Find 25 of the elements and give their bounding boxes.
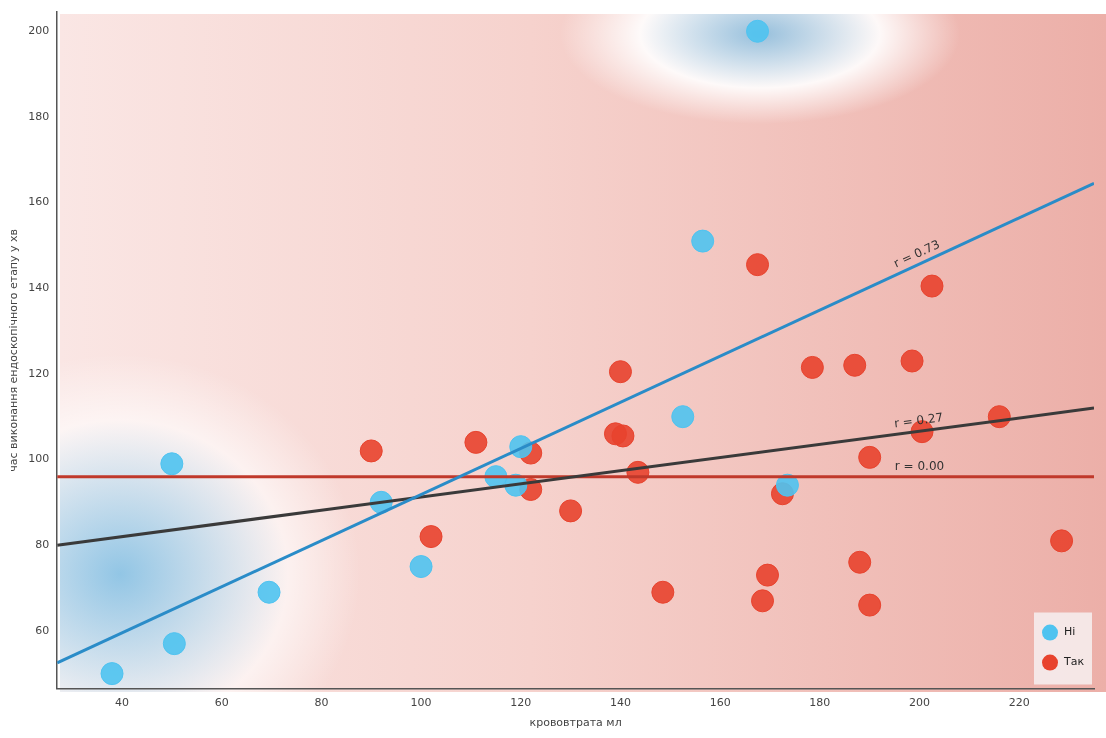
x-tick-label: 40 [115,696,129,710]
x-tick-label: 120 [510,696,532,710]
y-tick-label: 60 [35,623,50,637]
y-tick-label: 180 [28,109,50,123]
x-tick-label: 140 [609,696,631,710]
y-axis-title: час виконання ендоскопічного етапу у хв [7,228,21,472]
annotation: r = 0.00 [894,458,945,473]
y-tick-label: 80 [35,538,50,551]
y-tick-label: 160 [28,195,50,209]
x-tick-label: 60 [214,696,229,710]
y-tick-label: 140 [28,281,50,295]
y-tick-label: 120 [28,366,50,380]
annotation: r = 0.73 [891,237,942,271]
x-tick-label: 80 [314,696,329,710]
x-tick-label: 100 [410,696,432,710]
x-axis-title: крововтрата мл [529,716,622,730]
y-tick-label: 100 [28,452,50,466]
annotation: r = 0.27 [893,410,945,431]
x-tick-label: 200 [909,696,931,710]
x-tick-label: 220 [1008,696,1030,710]
x-tick-label: 160 [709,696,731,710]
x-tick-label: 180 [809,696,831,710]
legend-label: Ні [1064,625,1076,639]
legend-label: Так [1063,655,1085,669]
y-tick-label: 200 [28,24,50,38]
